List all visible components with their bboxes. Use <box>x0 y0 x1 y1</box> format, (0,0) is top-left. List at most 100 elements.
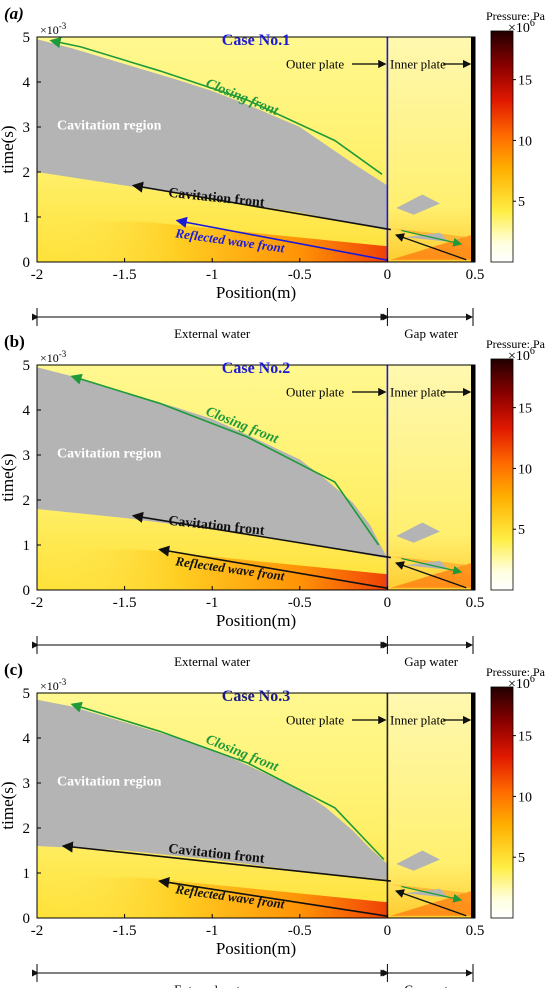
external-water-label: External water <box>174 982 251 988</box>
colorbar-tick-label: 10 <box>518 790 532 805</box>
closing-front-arrow <box>70 701 385 861</box>
cavitation-region-area <box>37 367 388 559</box>
colorbar-tick-label: 5 <box>518 851 525 866</box>
y-tick-label: 3 <box>23 776 31 792</box>
pressure-unit-label: Pressure: Pa <box>486 665 546 679</box>
colorbar-tick-label: 5 <box>518 195 525 210</box>
y-tick-label: 1 <box>23 538 31 554</box>
plot-frame <box>36 692 476 919</box>
x-tick-label: -1.5 <box>113 923 137 939</box>
gap-water-field <box>387 37 475 262</box>
y-tick-label: 0 <box>23 583 31 599</box>
gap-water-label: Gap water <box>404 326 458 341</box>
external-water-label: External water <box>174 654 251 669</box>
outer-plate-label: Outer plate <box>286 385 344 400</box>
gap-cavity-patch <box>396 194 440 215</box>
x-tick-label: -2 <box>31 267 44 283</box>
cavitation-front-arrow <box>61 841 391 882</box>
gap-cavity-patch <box>404 232 449 242</box>
outer-plate-label: Outer plate <box>286 57 344 72</box>
inner-plate-label: Inner plate <box>390 713 446 728</box>
y-tick-label: 2 <box>23 493 31 509</box>
case-title: Case No.2 <box>222 360 290 377</box>
inner-plate-label: Inner plate <box>390 57 446 72</box>
x-tick-label: -1.5 <box>113 595 137 611</box>
x-tick-label: -1 <box>206 595 219 611</box>
closing-front-arrow <box>49 37 383 175</box>
gap-cavity-patch <box>404 560 449 570</box>
x-axis-label: Position(m) <box>216 283 296 302</box>
cavitation-front-arrow <box>131 511 392 559</box>
cavitation-region-label: Cavitation region <box>57 118 162 133</box>
case-title: Case No.3 <box>222 688 290 705</box>
reflected-wave-front-arrow <box>175 216 388 261</box>
x-tick-label: 0.5 <box>466 595 485 611</box>
x-tick-label: -1 <box>206 267 219 283</box>
colorbar <box>490 358 514 591</box>
colorbar-tick-label: 15 <box>518 730 532 745</box>
x-axis-label: Position(m) <box>216 939 296 958</box>
panel-1: -2 -1.5 -1 -0.5 0 0.5 0 1 2 3 4 5 Position(m) time(s)… <box>0 4 546 341</box>
x-tick-label: -0.5 <box>288 923 312 939</box>
panel-letter: (b) <box>4 332 25 351</box>
y-tick-label: 4 <box>23 75 31 91</box>
colorbar <box>490 686 514 919</box>
case-title: Case No.1 <box>222 32 290 49</box>
x-tick-label: 0.5 <box>466 923 485 939</box>
time-exponent-label: ×10-3 <box>40 349 67 365</box>
gap-cavity-patch <box>404 888 449 898</box>
colorbar-tick-label: 15 <box>518 402 532 417</box>
gap-water-field <box>387 693 475 918</box>
y-axis-label: time(s) <box>0 781 17 829</box>
pressure-unit-label: Pressure: Pa <box>486 9 546 23</box>
panel-letter: (c) <box>4 660 23 679</box>
y-tick-label: 4 <box>23 731 31 747</box>
y-tick-label: 5 <box>23 358 31 374</box>
panel-3: -2 -1.5 -1 -0.5 0 0.5 0 1 2 3 4 5 Position(m) time(s)… <box>0 660 546 988</box>
reflected-pressure-band <box>37 549 388 590</box>
colorbar-exponent-label: ×106 <box>508 674 535 692</box>
colorbar-exponent-label: ×106 <box>508 346 535 364</box>
gap-water-label: Gap water <box>404 982 458 988</box>
x-tick-label: -1 <box>206 923 219 939</box>
gap-water-field <box>387 365 475 590</box>
plot-frame <box>36 36 476 263</box>
time-exponent-label: ×10-3 <box>40 677 67 693</box>
gap-closing-arrow <box>401 885 463 903</box>
gap-closing-arrow <box>401 557 463 575</box>
reflected-pressure-band <box>37 221 388 262</box>
x-tick-label: 0.5 <box>466 267 485 283</box>
colorbar-tick-label: 15 <box>518 74 532 89</box>
reflected-wave-front-arrow <box>158 877 388 917</box>
panel-letter: (a) <box>4 4 24 23</box>
x-tick-label: -1.5 <box>113 267 137 283</box>
cavitation-region-label: Cavitation region <box>57 446 162 461</box>
colorbar-exponent-label: ×106 <box>508 18 535 36</box>
colorbar-tick-label: 5 <box>518 523 525 538</box>
x-tick-label: -2 <box>31 923 44 939</box>
cavitation-front-arrow <box>131 181 392 231</box>
panel-2: -2 -1.5 -1 -0.5 0 0.5 0 1 2 3 4 5 Position(m) time(s)… <box>0 332 546 669</box>
reflected-wave-front-arrow <box>158 545 388 589</box>
y-tick-label: 0 <box>23 255 31 271</box>
x-tick-label: -2 <box>31 595 44 611</box>
y-tick-label: 1 <box>23 210 31 226</box>
y-tick-label: 0 <box>23 911 31 927</box>
x-tick-label: 0 <box>384 923 392 939</box>
gap-closing-arrow <box>401 229 463 247</box>
x-axis-label: Position(m) <box>216 611 296 630</box>
colorbar-tick-label: 10 <box>518 134 532 149</box>
y-tick-label: 1 <box>23 866 31 882</box>
y-tick-label: 4 <box>23 403 31 419</box>
x-tick-label: 0 <box>384 595 392 611</box>
gap-water-label: Gap water <box>404 654 458 669</box>
y-axis-label: time(s) <box>0 125 17 173</box>
y-tick-label: 3 <box>23 448 31 464</box>
x-tick-label: -0.5 <box>288 267 312 283</box>
outer-plate-label: Outer plate <box>286 713 344 728</box>
cavitation-region-label: Cavitation region <box>57 774 162 789</box>
cavitation-region-area <box>37 39 388 231</box>
inner-plate-label: Inner plate <box>390 385 446 400</box>
plot-frame <box>36 364 476 591</box>
